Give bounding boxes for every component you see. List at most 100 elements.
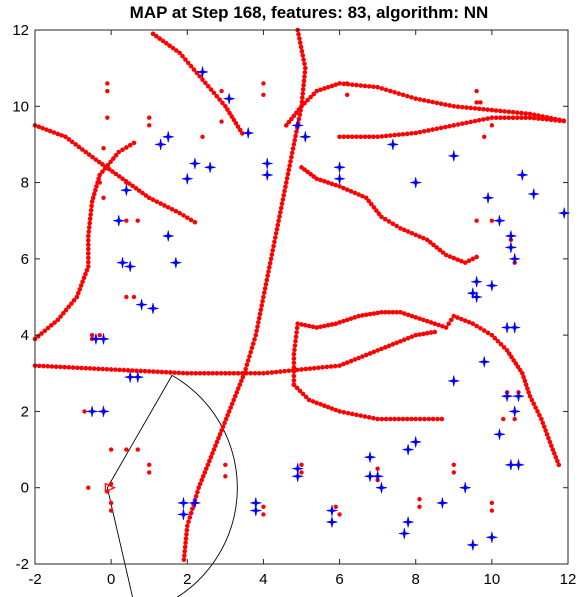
track-dot — [93, 157, 99, 162]
track-dot — [293, 334, 299, 340]
track-dot — [138, 368, 144, 374]
track-dot — [498, 341, 504, 347]
track-dot — [434, 126, 440, 132]
track-dot — [182, 548, 188, 554]
track-dot — [110, 169, 115, 174]
landmark-estimate — [375, 482, 388, 494]
track-dot — [86, 242, 91, 247]
track-dot — [495, 338, 501, 344]
landmark-mark — [131, 294, 137, 300]
track-dot — [362, 414, 368, 419]
landmark-estimate — [177, 508, 190, 520]
track-dot — [405, 229, 411, 234]
track-dot — [293, 133, 298, 139]
track-dot — [550, 447, 556, 452]
track-dot — [506, 351, 512, 356]
x-tick-label: 6 — [335, 571, 343, 588]
track-dot — [548, 117, 554, 123]
track-dot — [289, 150, 295, 156]
track-dot — [523, 115, 528, 121]
track-dot — [217, 97, 222, 102]
track-dot — [413, 416, 419, 422]
track-dot — [400, 131, 406, 137]
track-dot — [286, 167, 292, 173]
track-dot — [80, 279, 85, 285]
track-dot — [283, 180, 289, 185]
track-dot — [464, 120, 469, 126]
track-dot — [531, 401, 537, 407]
track-dot — [286, 368, 292, 374]
track-dot — [476, 106, 482, 112]
track-dot — [354, 412, 359, 418]
landmark-estimate — [501, 321, 513, 334]
track-dot — [197, 370, 203, 376]
track-dot — [184, 215, 190, 220]
track-dot — [529, 397, 535, 403]
track-dot — [259, 303, 265, 308]
landmark-mark — [451, 462, 456, 468]
track-dot — [70, 365, 76, 370]
track-dot — [182, 553, 187, 558]
track-dot — [296, 31, 301, 37]
y-tick-label: 0 — [21, 480, 29, 497]
track-dot — [214, 439, 220, 445]
track-dot — [547, 439, 553, 445]
track-dot — [300, 53, 306, 58]
track-dot — [188, 510, 194, 516]
track-dot — [235, 124, 241, 129]
track-dot — [256, 370, 262, 376]
landmark-mark — [108, 508, 114, 513]
landmark-mark — [86, 485, 91, 490]
track-dot — [86, 259, 91, 265]
track-dot — [248, 349, 254, 355]
track-dot — [158, 201, 163, 206]
track-dot — [237, 382, 243, 388]
sensor-fov — [106, 374, 238, 597]
track-dot — [314, 325, 320, 330]
landmark-mark — [489, 218, 495, 223]
track-dot — [553, 454, 559, 460]
track-dot — [440, 323, 445, 329]
track-dot — [244, 362, 250, 368]
track-dot — [390, 341, 396, 347]
track-dot — [205, 462, 211, 468]
track-dot — [417, 316, 422, 321]
track-dot — [274, 226, 280, 232]
track-dot — [489, 107, 495, 113]
track-dot — [459, 258, 464, 264]
track-dot — [231, 397, 237, 403]
track-dot — [193, 370, 199, 376]
track-dot — [252, 337, 257, 342]
track-dot — [341, 318, 346, 324]
track-dot — [374, 208, 379, 213]
track-dot — [540, 116, 545, 122]
track-dot — [531, 115, 537, 121]
track-dot — [91, 191, 97, 197]
landmark-estimate — [364, 470, 376, 482]
track-dot — [417, 129, 423, 135]
track-dot — [308, 94, 313, 100]
track-dot — [302, 100, 307, 106]
track-dot — [214, 370, 220, 376]
track-dot — [329, 406, 335, 411]
track-dot — [318, 401, 323, 407]
track-dot — [388, 133, 393, 138]
track-dot — [273, 369, 279, 375]
track-dot — [275, 222, 281, 228]
track-dot — [368, 201, 374, 207]
track-dot — [47, 128, 53, 134]
track-dot — [506, 115, 512, 121]
track-dot — [466, 258, 472, 264]
track-dot — [521, 374, 526, 380]
track-dot — [55, 317, 61, 323]
track-dot — [329, 83, 335, 89]
track-2 — [181, 27, 308, 563]
track-dot — [354, 134, 359, 140]
track-dot — [398, 309, 403, 315]
track-dot — [489, 115, 495, 121]
track-dot — [421, 98, 427, 103]
track-dot — [227, 370, 232, 376]
track-dot — [299, 48, 305, 54]
track-dot — [356, 192, 361, 197]
track-dot — [292, 343, 298, 348]
